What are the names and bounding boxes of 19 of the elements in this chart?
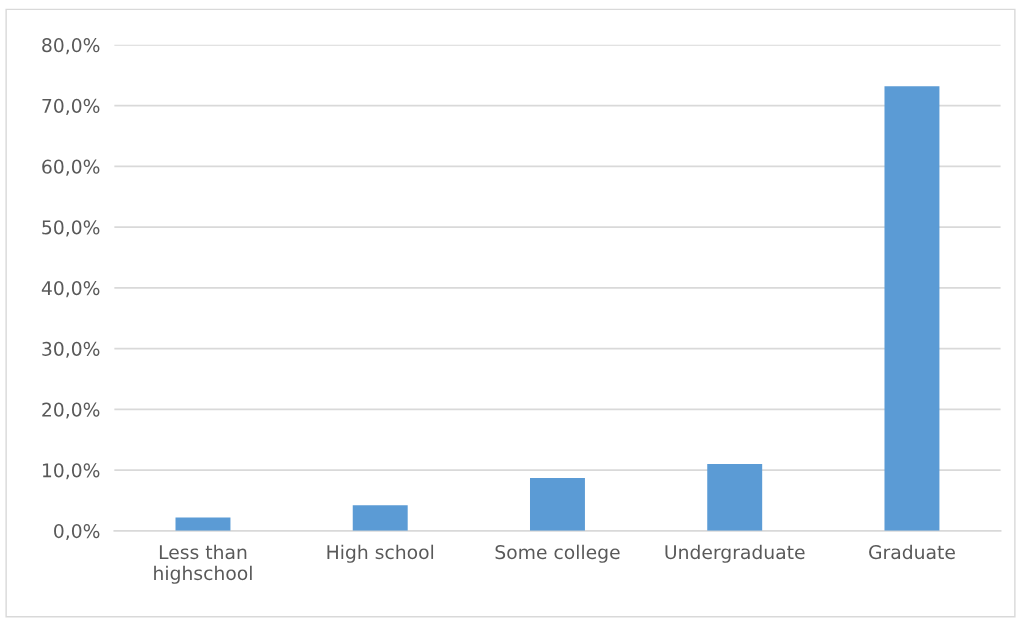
bar (529, 477, 585, 531)
y-tick-label: 30,0% (42, 341, 100, 358)
y-tick-label: 20,0% (42, 402, 100, 419)
y-tick-label: 70,0% (42, 98, 100, 115)
bar (352, 505, 408, 531)
x-tick-label: High school (327, 544, 434, 563)
x-tick-label: Some college (495, 544, 620, 563)
bar (884, 86, 940, 531)
y-tick-label: 40,0% (41, 281, 100, 298)
y-tick-label: 60,0% (42, 159, 100, 176)
y-tick-label: 80,0% (42, 38, 100, 55)
x-tick-label: Less than highschool (154, 544, 252, 584)
bar (175, 517, 231, 531)
x-tick-label: Graduate (869, 544, 955, 560)
x-tick-label: Undergraduate (665, 544, 805, 563)
y-tick-label: 0,0% (54, 524, 100, 541)
y-tick-label: 50,0% (42, 220, 100, 237)
bar (707, 463, 763, 531)
y-tick-label: 10,0% (42, 463, 100, 480)
